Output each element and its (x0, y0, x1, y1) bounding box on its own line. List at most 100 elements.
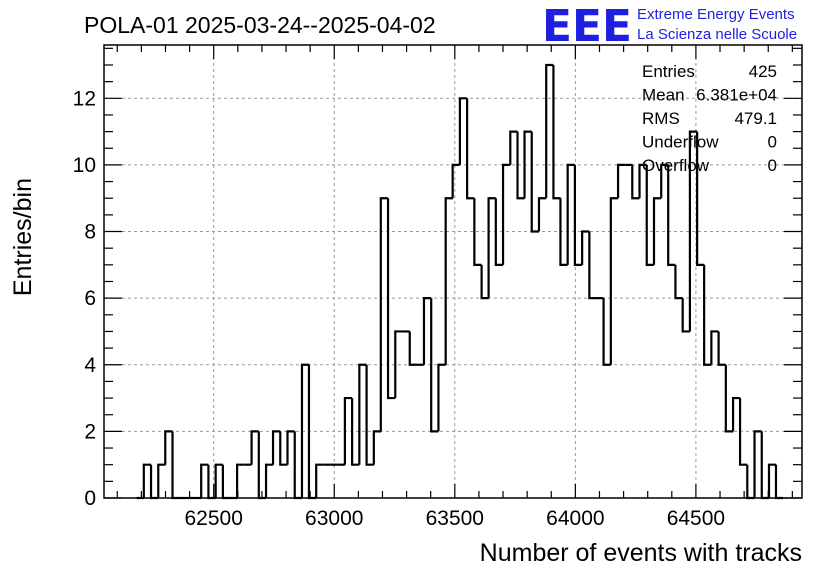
stat-value: 0 (768, 133, 777, 152)
histogram-bin-18 (264, 463, 274, 498)
histogram-bin-50 (494, 198, 504, 266)
stat-value: 425 (749, 62, 777, 81)
histogram-bin-55 (530, 131, 539, 233)
histogram-bin-11 (214, 463, 223, 498)
histogram-bin-74 (667, 164, 676, 266)
histogram-bin-10 (207, 464, 216, 500)
histogram-bin-51 (501, 163, 511, 265)
logo: EEE Extreme Energy Events La Scienza nel… (542, 1, 797, 52)
histogram-bin-62 (581, 230, 590, 265)
histogram-bin-35 (386, 198, 396, 400)
histogram-bin-45 (458, 97, 468, 165)
histogram-bin-12 (221, 464, 231, 500)
histogram-bin-34 (379, 197, 388, 432)
x-tick-labels: 62500 63000 63500 64000 64500 (184, 507, 725, 530)
x-tick-label: 63500 (426, 507, 484, 530)
histogram-bin-66 (609, 197, 619, 365)
histogram-bin-48 (480, 264, 489, 300)
y-tick-label: 2 (84, 420, 96, 443)
histogram-bin-46 (466, 98, 475, 200)
histogram-bin-42 (437, 363, 446, 432)
stat-value: 0 (768, 156, 777, 175)
histogram-bin-82 (724, 364, 734, 433)
logo-line-2: La Scienza nelle Scuole (637, 26, 797, 43)
y-tick-label: 0 (84, 487, 96, 510)
histogram-bin-3 (157, 463, 166, 498)
histogram-bin-60 (566, 163, 575, 265)
histogram-bin-69 (631, 164, 640, 200)
histogram-bin-86 (753, 430, 762, 498)
histogram-bin-23 (300, 363, 310, 498)
histogram-bin-33 (372, 430, 382, 465)
grid-lines (104, 45, 802, 498)
x-tick-label: 62500 (184, 507, 242, 530)
histogram-bin-49 (487, 197, 496, 299)
histogram-bin-2 (149, 464, 159, 500)
histogram-bin-56 (537, 197, 547, 232)
histogram-bin-36 (394, 330, 403, 399)
histogram-bars (136, 63, 784, 500)
histogram-bin-63 (588, 231, 597, 300)
histogram-bin-57 (545, 63, 554, 199)
histogram-bin-21 (286, 430, 295, 465)
y-tick-label: 8 (84, 221, 96, 244)
y-axis-title: Entries/bin (9, 178, 37, 296)
x-axis-title: Number of events with tracks (480, 539, 802, 567)
histogram-bin-9 (200, 463, 209, 498)
histogram-bin-81 (717, 331, 726, 366)
histogram-bin-32 (365, 364, 374, 466)
histogram-bin-85 (746, 464, 755, 500)
histogram-bin-84 (738, 398, 748, 466)
y-tick-label: 6 (84, 287, 96, 310)
stat-value: 479.1 (734, 109, 777, 128)
histogram-bin-67 (616, 163, 626, 199)
stat-label: Mean (642, 86, 685, 105)
chart-title: POLA-01 2025-03-24--2025-04-02 (84, 12, 436, 38)
histogram-bin-76 (681, 298, 690, 333)
histogram-bin-5 (171, 431, 180, 500)
histogram-bin-14 (236, 463, 245, 498)
stat-value: 6.381e+04 (696, 86, 777, 105)
histogram-bin-1 (142, 463, 151, 498)
histogram-bin-53 (516, 131, 525, 200)
histogram-bin-17 (257, 431, 266, 500)
histogram-bin-30 (351, 398, 360, 466)
histogram-bin-87 (760, 431, 769, 500)
histogram-bin-59 (559, 198, 568, 266)
histogram-bin-16 (250, 430, 259, 465)
y-tick-label: 10 (73, 154, 96, 177)
histogram-bin-40 (422, 297, 432, 365)
histogram-bin-65 (602, 298, 611, 366)
logo-mark: EEE (542, 1, 632, 52)
histogram-bin-4 (164, 430, 173, 465)
histogram-bin-72 (652, 197, 662, 265)
plot-frame (103, 44, 803, 499)
histogram-bin-79 (703, 264, 712, 366)
histogram-bin-73 (660, 163, 669, 199)
histogram-bin-77 (688, 130, 698, 332)
stats-box: Entries 425 Mean 6.381e+04 RMS 479.1 Underflow… (642, 62, 777, 175)
histogram-bin-38 (408, 331, 417, 366)
histogram-bin-61 (573, 164, 583, 266)
histogram-bin-20 (279, 431, 288, 466)
histogram-bin-47 (473, 198, 482, 266)
stat-label: Entries (642, 62, 695, 81)
histogram-bin-71 (645, 164, 654, 266)
histogram-bin-41 (430, 298, 439, 433)
stat-label: Underflow (642, 133, 719, 152)
histogram-bin-89 (774, 464, 784, 500)
histogram-bin-43 (444, 197, 453, 365)
stat-label: Overflow (642, 156, 710, 175)
stat-label: RMS (642, 109, 680, 128)
histogram-bin-88 (767, 463, 777, 498)
histogram-bin-83 (731, 396, 741, 432)
histogram-bin-44 (451, 163, 460, 199)
histogram-bin-80 (710, 330, 719, 365)
histogram-bin-22 (293, 431, 302, 500)
histogram-bin-78 (696, 131, 705, 266)
histogram-bin-52 (509, 130, 518, 165)
histogram-bin-75 (674, 264, 683, 300)
y-tick-labels: 0 2 4 6 8 10 12 (73, 87, 97, 510)
logo-line-1: Extreme Energy Events (637, 6, 795, 23)
